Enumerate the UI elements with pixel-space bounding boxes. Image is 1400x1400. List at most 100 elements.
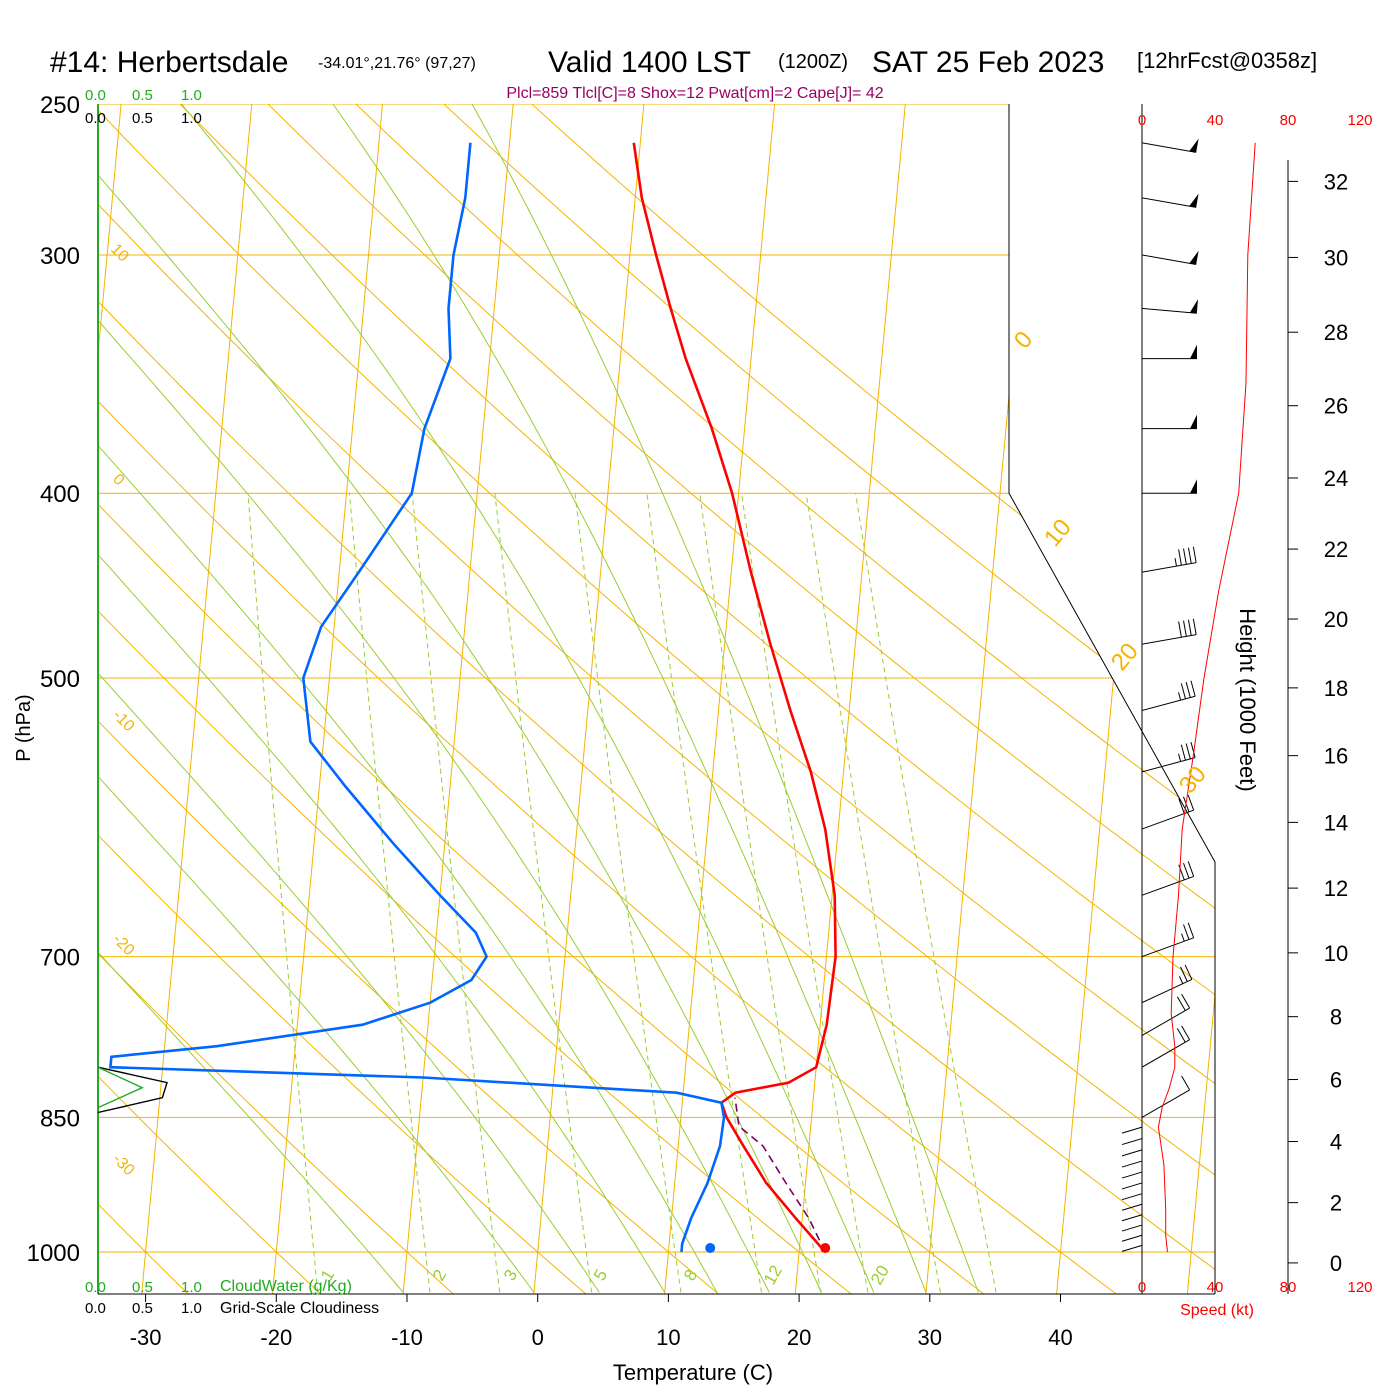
mixing-ratio-8 (574, 493, 682, 1293)
series-temperature-line (632, 142, 837, 1253)
p-tick-label-1000: 1000 (27, 1240, 80, 1267)
cc-scale-bottom-05: 0.5 (132, 1300, 153, 1317)
speed-profile-line (1157, 142, 1256, 1253)
p-tick-label-500: 500 (40, 666, 80, 693)
wind-barb-low-896 (1121, 1160, 1143, 1168)
wind-barb-flag-650 (1187, 861, 1195, 877)
height-tick-label-0: 0 (1330, 1251, 1342, 1276)
cw-scale-top-05: 0.5 (132, 87, 153, 104)
p-tick-label-300: 300 (40, 243, 80, 270)
mixing-ratio-2 (348, 493, 431, 1293)
mixing-ratio-5 (494, 493, 593, 1293)
wind-barb-300 (1141, 250, 1199, 266)
dry-adiabat-40 (98, 104, 1167, 1294)
wind-barb-shaft-300 (1141, 254, 1197, 266)
speed-tick-bottom-0: 0 (1138, 1279, 1146, 1296)
wind-barb-flag-440 (1183, 548, 1187, 565)
wind-barb-shaft-480 (1141, 634, 1197, 645)
mixing-ratio-36 (855, 493, 997, 1293)
cc-scale-bottom-1: 1.0 (181, 1300, 202, 1317)
labels-layer: -30 -20 -10 0 10 20 30 402503004005007008501000… (27, 92, 1349, 1350)
wind-barb-650 (1141, 861, 1195, 896)
dry-adiabat-60 (98, 104, 1215, 1294)
wind-barb-half-700 (1181, 933, 1185, 942)
wind-barb-320 (1141, 299, 1199, 314)
height-axis-title: Height (1000 Feet) (1235, 608, 1260, 791)
wind-barb-pennant-262 (1189, 138, 1199, 153)
wind-barb-850 (1141, 1075, 1191, 1118)
mixing-ratio-3 (411, 493, 501, 1293)
dry-adiabat-110 (252, 104, 1215, 1294)
wind-barb-low-980 (1121, 1234, 1143, 1242)
x-tick-label--30: -30 (130, 1325, 162, 1350)
mixing-ratio-label-2: 2 (429, 1266, 450, 1284)
wind-barb-flag-740 (1180, 966, 1188, 982)
height-tick-label-30: 30 (1324, 245, 1348, 270)
wind-barb-flag-520 (1185, 681, 1191, 698)
dry-adiabat-label-right-3: 30 (1174, 761, 1212, 799)
wind-barb-low-884 (1121, 1149, 1143, 1157)
height-tick-label-8: 8 (1330, 1005, 1342, 1030)
cw-scale-bottom-05: 0.5 (132, 1279, 153, 1296)
speed-tick-bottom-120: 120 (1347, 1279, 1372, 1296)
dry-adiabat-label-left-0: 10 (107, 241, 132, 266)
wind-barb-700 (1141, 922, 1195, 958)
dry-adiabat-label-left-1: 0 (109, 471, 127, 489)
mixing-ratio-12 (646, 493, 762, 1293)
dry-adiabat-70 (98, 104, 1215, 1294)
height-tick-label-32: 32 (1324, 169, 1348, 194)
wind-barb-pennant-320 (1189, 299, 1199, 314)
wind-barb-shaft-320 (1141, 307, 1197, 314)
height-tick-label-16: 16 (1324, 744, 1348, 769)
wind-barb-440 (1141, 546, 1197, 573)
valid-date: SAT 25 Feb 2023 (872, 46, 1104, 79)
wind-barb-flag-600 (1187, 794, 1195, 811)
mixing-ratio-label-20: 20 (867, 1262, 893, 1288)
wind-barb-shaft-700 (1141, 937, 1194, 958)
wind-barb-half-740 (1178, 976, 1184, 984)
x-tick-label--20: -20 (260, 1325, 292, 1350)
moist-adiabat-22 (98, 104, 822, 1293)
wind-barb-low-944 (1121, 1203, 1143, 1211)
height-tick-label-20: 20 (1324, 607, 1348, 632)
wind-barb-flag-600 (1178, 798, 1185, 814)
cloudwater-label: CloudWater (g/Kg) (220, 1278, 352, 1295)
dry-adiabat-label-right-1: 10 (1039, 514, 1077, 552)
wind-barb-flag-770 (1176, 996, 1186, 1011)
mixing-ratio-label-5: 5 (590, 1266, 611, 1284)
wind-barb-flag-440 (1192, 546, 1197, 563)
valid-time: Valid 1400 LST (548, 46, 751, 79)
isotherm--10 (399, 104, 531, 1294)
wind-barb-pennant-370 (1190, 414, 1197, 429)
height-tick-label-10: 10 (1324, 941, 1348, 966)
wind-barb-400 (1142, 479, 1197, 494)
height-tick-label-22: 22 (1324, 537, 1348, 562)
wind-barb-pennant-300 (1189, 250, 1199, 265)
dry-adiabat-30 (98, 104, 1033, 1294)
wind-barb-flag-440 (1187, 547, 1192, 564)
wind-barb-shaft-800 (1141, 1039, 1190, 1068)
wind-barb-shaft-600 (1141, 809, 1194, 830)
wind-barb-560 (1141, 742, 1196, 773)
mixing-ratio-label-8: 8 (680, 1266, 701, 1284)
x-axis-title: Temperature (C) (613, 1360, 773, 1385)
p-tick-label-400: 400 (40, 481, 80, 508)
wind-barb-520 (1141, 680, 1196, 711)
cc-scale-bottom-0: 0.0 (85, 1300, 106, 1317)
wind-barb-pennant-400 (1190, 479, 1197, 494)
cloudiness-label: Grid-Scale Cloudiness (220, 1300, 379, 1317)
height-tick-label-26: 26 (1324, 394, 1348, 419)
p-tick-label-250: 250 (40, 92, 80, 119)
wind-barb-shaft-280 (1141, 197, 1197, 208)
stability-indices: Plcl=859 Tlcl[C]=8 Shox=12 Pwat[cm]=2 Ca… (506, 85, 883, 102)
cloudiness-profile (97, 1066, 168, 1114)
wind-barb-flag-560 (1190, 742, 1196, 758)
p-tick-label-700: 700 (40, 945, 80, 972)
surface-point-td (705, 1243, 716, 1253)
wind-barb-flag-560 (1180, 744, 1186, 761)
isotherm--20 (268, 104, 401, 1294)
wind-barb-770 (1141, 993, 1191, 1036)
mixing-ratio-20 (741, 493, 869, 1293)
x-tick-label-10: 10 (656, 1325, 680, 1350)
